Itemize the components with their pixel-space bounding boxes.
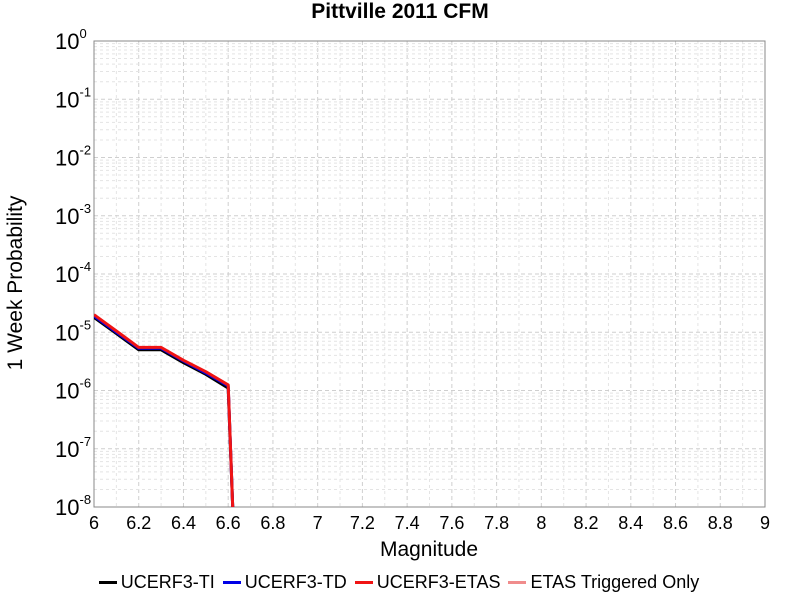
y-tick-label: 10-1 — [55, 84, 91, 112]
legend-label: UCERF3-ETAS — [376, 571, 501, 592]
x-tick-label: 6.6 — [216, 513, 241, 533]
chart: Pittville 2011 CFM 6 6.2 6.4 6.6 6.8 7 7.2 7.4 7… — [4, 0, 770, 561]
series-line-ucerf3-td — [94, 314, 235, 507]
series-line-ucerf3-etas — [94, 313, 235, 507]
legend: UCERF3-TI UCERF3-TD UCERF3-ETAS ETAS Trigge… — [0, 568, 800, 596]
chart-title: Pittville 2011 CFM — [311, 0, 488, 23]
y-tick-label: 10-3 — [55, 201, 91, 229]
x-tick-label: 8.2 — [574, 513, 599, 533]
x-axis-label: Magnitude — [380, 538, 478, 561]
legend-label: ETAS Triggered Only — [530, 571, 700, 592]
x-tick-label: 8.6 — [663, 513, 688, 533]
plot-frame — [93, 40, 766, 508]
legend-label: UCERF3-TD — [244, 571, 347, 592]
legend-swatch — [354, 580, 373, 584]
x-tick-label: 9 — [760, 513, 770, 533]
y-tick-label: 10-8 — [55, 492, 91, 520]
legend-item: UCERF3-TD — [222, 571, 347, 593]
legend-item: ETAS Triggered Only — [508, 572, 699, 593]
legend-swatch — [98, 580, 117, 584]
y-tick-label: 10-7 — [55, 434, 91, 462]
x-tick-label: 8 — [536, 513, 546, 533]
y-tick-label: 10-6 — [55, 376, 91, 404]
series-line-ucerf3-ti — [94, 316, 235, 507]
x-tick-label: 6.2 — [126, 513, 151, 533]
legend-swatch — [222, 580, 241, 584]
series-layer — [94, 313, 235, 507]
y-tick-label: 10-2 — [55, 143, 91, 171]
x-tick-label: 8.8 — [708, 513, 733, 533]
y-tick-label: 10-5 — [55, 317, 91, 345]
x-tick-label: 8.4 — [618, 513, 643, 533]
x-tick-label: 7.8 — [484, 513, 509, 533]
legend-item: UCERF3-TI — [98, 571, 215, 593]
x-tick-label: 7.2 — [350, 513, 375, 533]
legend-item: UCERF3-ETAS — [354, 571, 501, 593]
y-tick-label: 100 — [55, 26, 87, 54]
legend-swatch — [508, 580, 527, 584]
x-tick-label: 7.4 — [395, 513, 420, 533]
x-tick-label: 6 — [89, 513, 99, 533]
y-axis-ticks: 100 10-1 10-2 10-3 10-4 10-5 10-6 10-7 10-8 — [55, 26, 91, 520]
y-tick-label: 10-4 — [55, 259, 91, 287]
y-axis-label: 1 Week Probability — [4, 195, 27, 370]
x-tick-label: 7 — [313, 513, 323, 533]
x-tick-label: 6.4 — [171, 513, 196, 533]
x-tick-label: 6.8 — [260, 513, 285, 533]
legend-label: UCERF3-TI — [120, 571, 215, 592]
x-axis-ticks: 6 6.2 6.4 6.6 6.8 7 7.2 7.4 7.6 7.8 8 8.2 8.4 8.6 8.8 9 — [89, 513, 770, 533]
grid — [93, 40, 766, 508]
x-tick-label: 7.6 — [439, 513, 464, 533]
